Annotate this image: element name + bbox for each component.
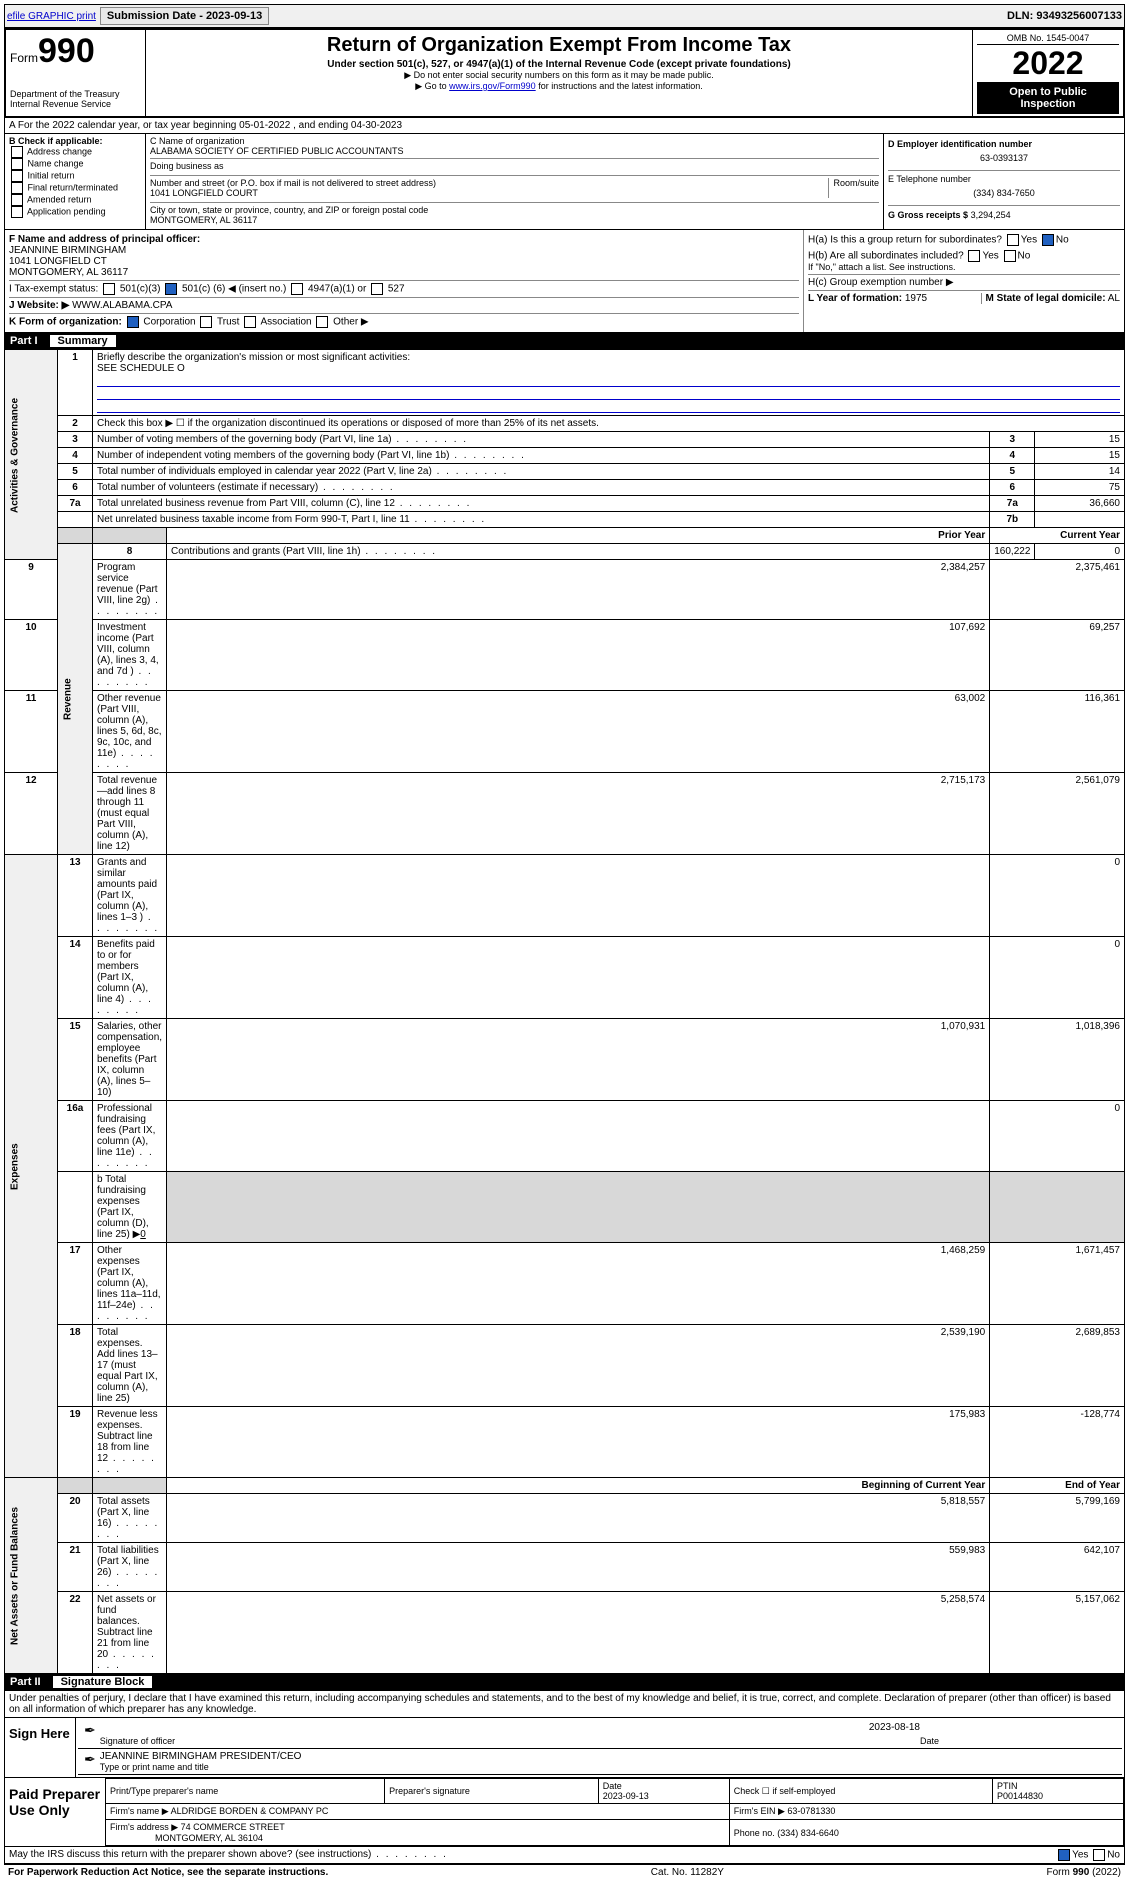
col-c-org: C Name of organization ALABAMA SOCIETY O…: [145, 134, 884, 229]
preparer-table: Print/Type preparer's name Preparer's si…: [105, 1778, 1124, 1846]
cat-number: Cat. No. 11282Y: [651, 1867, 724, 1878]
row-ha: H(a) Is this a group return for subordin…: [808, 232, 1120, 248]
part2-header: Part II Signature Block: [4, 1674, 1125, 1690]
line-a: A For the 2022 calendar year, or tax yea…: [4, 118, 1125, 134]
org-name-label: C Name of organization: [150, 136, 879, 146]
cb-amended[interactable]: Amended return: [9, 194, 141, 206]
hb-no[interactable]: [1004, 250, 1016, 262]
col-d-ein: D Employer identification number 63-0393…: [884, 134, 1124, 229]
note-ssn: ▶ Do not enter social security numbers o…: [150, 70, 968, 81]
hb-yes[interactable]: [968, 250, 980, 262]
row-hb: H(b) Are all subordinates included? Yes …: [808, 248, 1120, 274]
row-k: K Form of organization: ✔ Corporation Tr…: [9, 313, 799, 330]
top-bar: efile GRAPHIC print Submission Date - 20…: [4, 4, 1125, 28]
side-net: Net Assets or Fund Balances: [5, 1478, 58, 1674]
part1-header: Part I Summary: [4, 333, 1125, 349]
form-header: Form990 Department of the Treasury Inter…: [4, 28, 1125, 118]
signature-block: Under penalties of perjury, I declare th…: [4, 1690, 1125, 1864]
irs-label: Internal Revenue Service: [10, 99, 141, 109]
city-label: City or town, state or province, country…: [150, 205, 879, 215]
dln-label: DLN: 93493256007133: [1007, 10, 1122, 22]
phone-label: E Telephone number: [888, 174, 971, 184]
row-f: F Name and address of principal officer:…: [9, 232, 799, 280]
cb-corp[interactable]: ✔: [127, 316, 139, 328]
row-j: J Website: ▶ WWW.ALABAMA.CPA: [9, 297, 799, 313]
side-activities: Activities & Governance: [5, 350, 58, 560]
form-id-cell: Form990 Department of the Treasury Inter…: [6, 30, 146, 116]
form-title: Return of Organization Exempt From Incom…: [150, 34, 968, 57]
paid-preparer-label: Paid Preparer Use Only: [5, 1778, 105, 1846]
row-hc: H(c) Group exemption number ▶: [808, 274, 1120, 290]
cb-other[interactable]: [316, 316, 328, 328]
irs-link[interactable]: www.irs.gov/Form990: [449, 81, 536, 91]
dba-label: Doing business as: [150, 158, 879, 173]
cb-name-change[interactable]: Name change: [9, 158, 141, 170]
form-footer: Form 990 (2022): [1047, 1867, 1121, 1878]
row-i: I Tax-exempt status: 501(c)(3) ✔ 501(c) …: [9, 280, 799, 297]
row-l: L Year of formation: 1975: [808, 293, 981, 304]
discuss-yes[interactable]: ✔: [1058, 1849, 1070, 1861]
form-label: Form: [10, 51, 38, 65]
cb-trust[interactable]: [200, 316, 212, 328]
col-b-label: B Check if applicable:: [9, 136, 103, 146]
ein-value: 63-0393137: [888, 149, 1120, 167]
tax-year: 2022: [977, 45, 1119, 82]
year-cell: OMB No. 1545-0047 2022 Open to Public In…: [973, 30, 1123, 116]
cb-app-pending[interactable]: Application pending: [9, 206, 141, 218]
note-goto: ▶ Go to www.irs.gov/Form990 for instruct…: [150, 81, 968, 92]
org-name: ALABAMA SOCIETY OF CERTIFIED PUBLIC ACCO…: [150, 146, 879, 156]
penalty-declaration: Under penalties of perjury, I declare th…: [5, 1691, 1124, 1717]
side-revenue: Revenue: [58, 544, 93, 855]
dept-label: Department of the Treasury: [10, 89, 141, 99]
form-subtitle: Under section 501(c), 527, or 4947(a)(1)…: [150, 59, 968, 70]
pen-icon: ✒: [80, 1751, 100, 1772]
side-expenses: Expenses: [5, 855, 58, 1478]
cb-initial-return[interactable]: Initial return: [9, 170, 141, 182]
cb-4947[interactable]: [291, 283, 303, 295]
cb-501c3[interactable]: [103, 283, 115, 295]
cb-501c[interactable]: ✔: [165, 283, 177, 295]
title-cell: Return of Organization Exempt From Incom…: [146, 30, 973, 116]
cb-assoc[interactable]: [244, 316, 256, 328]
room-label: Room/suite: [828, 178, 879, 198]
line1: Briefly describe the organization's miss…: [93, 350, 1125, 416]
discuss-answer: ✔Yes No: [1056, 1849, 1120, 1861]
city-value: MONTGOMERY, AL 36117: [150, 215, 879, 225]
discuss-no[interactable]: [1093, 1849, 1105, 1861]
row-m: M State of legal domicile: AL: [981, 293, 1121, 304]
ha-yes[interactable]: [1007, 234, 1019, 246]
gross-value: 3,294,254: [971, 210, 1011, 220]
sig-date: 2023-08-18: [100, 1722, 1120, 1736]
page-footer: For Paperwork Reduction Act Notice, see …: [4, 1864, 1125, 1880]
sign-here-label: Sign Here: [5, 1717, 75, 1777]
form-number: 990: [38, 32, 95, 70]
cb-final-return[interactable]: Final return/terminated: [9, 182, 141, 194]
street-value: 1041 LONGFIELD COURT: [150, 188, 828, 198]
phone-value: (334) 834-7650: [888, 184, 1120, 202]
ha-no[interactable]: ✔: [1042, 234, 1054, 246]
omb-number: OMB No. 1545-0047: [977, 32, 1119, 45]
pen-icon: ✒: [80, 1722, 100, 1746]
gross-label: G Gross receipts $: [888, 210, 968, 220]
paperwork-notice: For Paperwork Reduction Act Notice, see …: [8, 1867, 328, 1878]
officer-name: JEANNINE BIRMINGHAM PRESIDENT/CEO: [100, 1751, 1120, 1762]
submission-date-button[interactable]: Submission Date - 2023-09-13: [100, 7, 269, 25]
line2: Check this box ▶ ☐ if the organization d…: [93, 416, 1125, 432]
col-b-check: B Check if applicable: Address change Na…: [5, 134, 145, 229]
cb-527[interactable]: [371, 283, 383, 295]
open-inspection: Open to Public Inspection: [977, 82, 1119, 114]
cb-address-change[interactable]: Address change: [9, 146, 141, 158]
summary-table: Activities & Governance 1 Briefly descri…: [4, 349, 1125, 1674]
row-fijk: F Name and address of principal officer:…: [4, 230, 1125, 333]
efile-link[interactable]: efile GRAPHIC print: [7, 11, 96, 22]
ein-label: D Employer identification number: [888, 139, 1032, 149]
street-label: Number and street (or P.O. box if mail i…: [150, 178, 828, 188]
discuss-question: May the IRS discuss this return with the…: [9, 1849, 448, 1861]
line-16b: b Total fundraising expenses (Part IX, c…: [93, 1172, 167, 1243]
header-mid-grid: B Check if applicable: Address change Na…: [4, 134, 1125, 230]
